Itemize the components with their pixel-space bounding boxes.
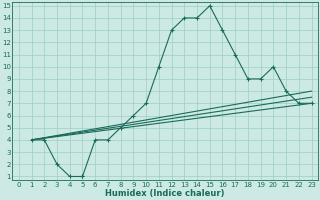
X-axis label: Humidex (Indice chaleur): Humidex (Indice chaleur) (106, 189, 225, 198)
